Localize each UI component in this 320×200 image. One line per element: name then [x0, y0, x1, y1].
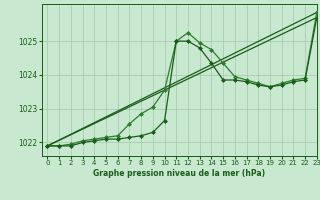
- X-axis label: Graphe pression niveau de la mer (hPa): Graphe pression niveau de la mer (hPa): [93, 169, 265, 178]
